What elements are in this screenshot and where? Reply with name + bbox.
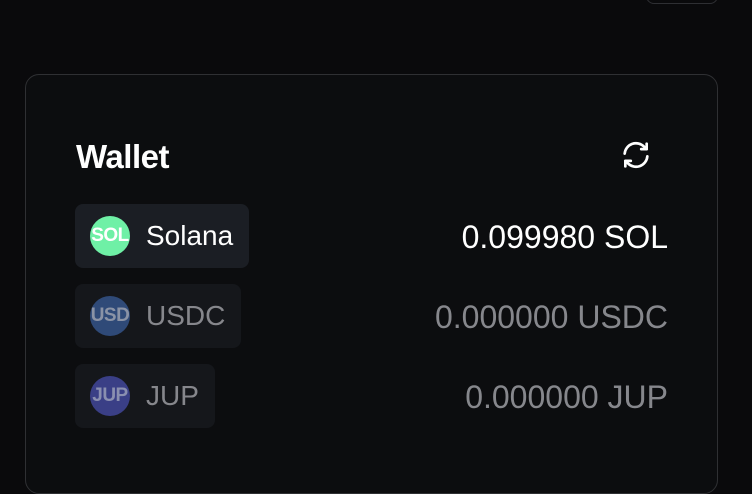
sol-token-logo: SOL <box>90 216 130 256</box>
token-logo-text: SOL <box>91 225 129 246</box>
token-logo-text: JUP <box>92 385 128 406</box>
usdc-token-logo: USD <box>90 296 130 336</box>
token-chip-sol[interactable]: SOL Solana <box>75 204 250 268</box>
jup-token-logo: JUP <box>90 376 130 416</box>
refresh-button[interactable] <box>618 139 654 175</box>
wallet-title: Wallet <box>76 138 169 175</box>
token-balance-jup: 0.000000 JUP <box>465 379 668 415</box>
token-name: JUP <box>146 380 199 411</box>
token-logo-text: USD <box>90 305 130 326</box>
header-button[interactable] <box>646 0 718 4</box>
token-name: Solana <box>146 220 234 251</box>
token-balance-sol: 0.099980 SOL <box>461 219 668 255</box>
refresh-icon <box>620 139 652 176</box>
wallet-card: Wallet SOL Solana 0.099980 SOL USD USDC … <box>25 74 718 494</box>
token-balance-usdc: 0.000000 USDC <box>434 299 668 335</box>
token-chip-usdc[interactable]: USD USDC <box>75 284 242 348</box>
token-chip-jup[interactable]: JUP JUP <box>75 364 215 428</box>
token-name: USDC <box>146 300 226 331</box>
